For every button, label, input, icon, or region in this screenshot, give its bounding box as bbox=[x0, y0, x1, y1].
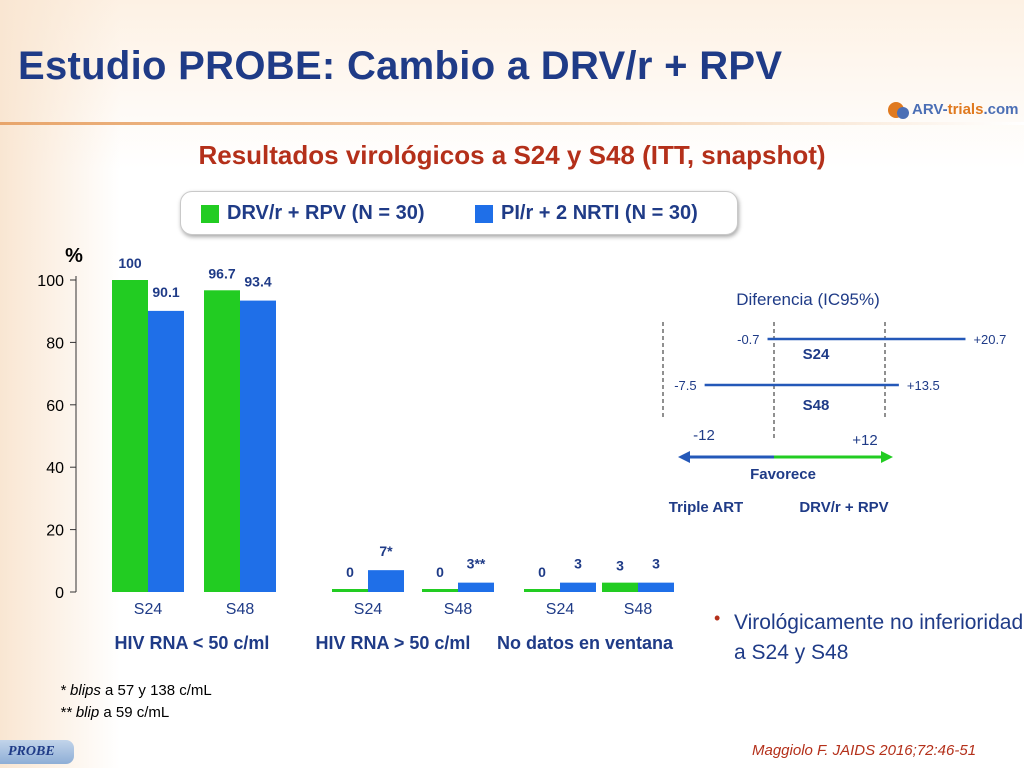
bar bbox=[332, 589, 368, 592]
probe-tab bbox=[0, 740, 74, 764]
ci-high-label: +13.5 bbox=[907, 378, 940, 393]
logo-text: ARV-trials.com bbox=[912, 101, 1018, 118]
x-group-label: HIV RNA > 50 c/ml bbox=[316, 633, 471, 653]
favors-arrowhead-left bbox=[678, 451, 690, 463]
legend-label-pi: PI/r + 2 NRTI (N = 30) bbox=[501, 202, 698, 224]
favors-left-label: Triple ART bbox=[669, 499, 743, 516]
y-tick-label: 40 bbox=[46, 460, 64, 477]
bar bbox=[524, 589, 560, 592]
x-tick-label: S48 bbox=[444, 601, 473, 618]
forest-title: Diferencia (IC95%) bbox=[736, 290, 880, 309]
bar-value-label: 7* bbox=[379, 543, 393, 559]
footnote-2-rest: a 59 c/mL bbox=[99, 704, 170, 721]
slide-title: Estudio PROBE: Cambio a DRV/r + RPV bbox=[18, 44, 783, 88]
footnote-1-rest: a 57 y 138 c/mL bbox=[100, 682, 212, 699]
bar-value-label: 3 bbox=[616, 558, 624, 574]
y-tick-label: 80 bbox=[46, 335, 64, 352]
footnote-2-italic: blip bbox=[75, 704, 100, 721]
ci-high-label: +20.7 bbox=[973, 332, 1006, 347]
bar bbox=[148, 310, 184, 592]
bar bbox=[602, 582, 638, 592]
bar-value-label: 3** bbox=[467, 556, 486, 572]
x-group-label: No datos en ventana bbox=[497, 633, 674, 653]
legend-label-drv: DRV/r + RPV (N = 30) bbox=[227, 202, 425, 224]
footnote-blips: * blips a 57 y 138 c/mL bbox=[60, 682, 212, 699]
arv-trials-logo bbox=[888, 102, 909, 119]
legend: DRV/r + RPV (N = 30) PI/r + 2 NRTI (N = … bbox=[180, 191, 738, 235]
y-tick-label: 60 bbox=[46, 398, 64, 415]
ci-row-label: S24 bbox=[803, 346, 830, 363]
favors-right-label: DRV/r + RPV bbox=[799, 499, 888, 516]
y-tick-label: 100 bbox=[37, 273, 64, 290]
bar bbox=[240, 300, 276, 592]
favors-arrowhead-right bbox=[881, 451, 893, 463]
logo-text-suffix: .com bbox=[983, 101, 1019, 118]
logo-blue-circle bbox=[897, 107, 909, 119]
bar-value-label: 3 bbox=[652, 556, 660, 572]
y-tick-label: 20 bbox=[46, 523, 64, 540]
logo-text-accent: trials bbox=[947, 101, 984, 118]
footnote-1-mark: * bbox=[60, 682, 71, 699]
x-tick-label: S24 bbox=[134, 601, 163, 618]
y-tick-label: 0 bbox=[55, 585, 64, 602]
margin-low-label: -12 bbox=[693, 427, 715, 444]
forest-plot: Diferencia (IC95%) -0.7 +20.7 S24 -7.5 +13.5 S… bbox=[662, 290, 1006, 516]
chart-subtitle: Resultados virológicos a S24 y S48 (ITT,… bbox=[198, 140, 826, 170]
bar bbox=[204, 290, 240, 592]
bar-value-label: 96.7 bbox=[208, 265, 235, 281]
ci-row-label: S48 bbox=[803, 397, 830, 414]
bullet-dot: • bbox=[714, 608, 721, 628]
bar-value-label: 0 bbox=[436, 564, 444, 580]
bar bbox=[422, 589, 458, 592]
bar-value-label: 0 bbox=[538, 564, 546, 580]
bar-value-label: 90.1 bbox=[152, 284, 179, 300]
bar bbox=[368, 570, 404, 592]
bar bbox=[638, 582, 674, 592]
bar-value-label: 100 bbox=[118, 255, 142, 271]
background-side-gradient bbox=[0, 0, 120, 768]
logo-text-main: ARV- bbox=[912, 101, 948, 118]
bar-value-label: 0 bbox=[346, 564, 354, 580]
x-tick-label: S48 bbox=[624, 601, 653, 618]
title-divider bbox=[0, 122, 1024, 125]
y-axis-label: % bbox=[65, 245, 83, 267]
x-tick-label: S24 bbox=[546, 601, 575, 618]
bar-chart: % 0 20 40 60 80 100 100 90.1 S24 96.7 93.4 S48 HIV RN… bbox=[37, 245, 674, 653]
bar-value-label: 93.4 bbox=[244, 274, 271, 290]
x-tick-label: S24 bbox=[354, 601, 383, 618]
footnote-blip: ** blip a 59 c/mL bbox=[60, 704, 169, 721]
legend-swatch-green bbox=[201, 205, 219, 223]
bar bbox=[112, 280, 148, 592]
bar bbox=[560, 582, 596, 592]
bullet-text: Virológicamente no inferioridad a S24 y … bbox=[734, 611, 1024, 664]
ci-low-label: -7.5 bbox=[674, 378, 696, 393]
margin-high-label: +12 bbox=[852, 432, 877, 449]
citation: Maggiolo F. JAIDS 2016;72:46-51 bbox=[752, 742, 977, 759]
footnote-1-italic: blips bbox=[70, 682, 101, 699]
probe-tab-label: PROBE bbox=[8, 744, 55, 759]
favors-label: Favorece bbox=[750, 466, 816, 483]
footnote-2-mark: ** bbox=[60, 704, 76, 721]
ci-low-label: -0.7 bbox=[737, 332, 759, 347]
x-tick-label: S48 bbox=[226, 601, 255, 618]
x-group-label: HIV RNA < 50 c/ml bbox=[115, 633, 270, 653]
bar-value-label: 3 bbox=[574, 556, 582, 572]
bar bbox=[458, 582, 494, 592]
legend-swatch-blue bbox=[475, 205, 493, 223]
